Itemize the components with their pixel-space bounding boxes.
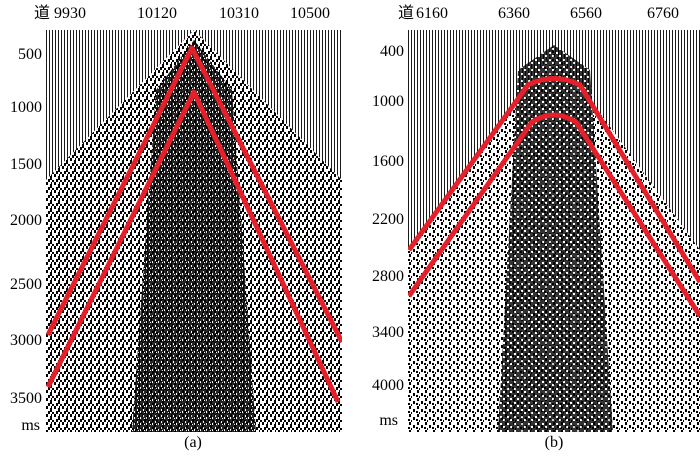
x-tick-label: 6760 — [647, 5, 679, 22]
event-curve-lower — [46, 89, 341, 404]
event-curve-upper — [408, 76, 700, 284]
y-tick-label: 2500 — [10, 276, 42, 293]
y-unit-label: ms — [379, 412, 398, 429]
event-curve-lower — [408, 112, 700, 318]
x-tick-label: 10500 — [290, 5, 330, 22]
trace-header-label: 道 — [398, 5, 415, 22]
y-tick-label: 1500 — [10, 156, 42, 173]
y-tick-label: 2800 — [372, 268, 404, 285]
panel-caption: (a) — [184, 434, 202, 451]
x-tick-label: 10310 — [219, 5, 259, 22]
trace-header-label: 道 — [34, 5, 51, 22]
seismic-gather-image — [46, 30, 342, 432]
x-tick-label: 9930 — [54, 5, 86, 22]
y-tick-label: 3000 — [10, 332, 42, 349]
y-tick-label: 2000 — [10, 212, 42, 229]
y-tick-label: 400 — [380, 43, 404, 60]
y-tick-label: 500 — [18, 46, 42, 63]
x-tick-label: 6360 — [498, 5, 530, 22]
y-unit-label: ms — [21, 417, 40, 434]
y-tick-label: 1000 — [372, 93, 404, 110]
y-tick-label: 2200 — [372, 211, 404, 228]
seismic-gather-image — [408, 30, 700, 432]
event-curve-upper — [46, 45, 342, 344]
panel-caption: (b) — [544, 434, 564, 451]
y-tick-label: 3400 — [372, 324, 404, 341]
y-tick-label: 3500 — [10, 390, 42, 407]
y-tick-label: 1000 — [10, 99, 42, 116]
x-tick-label: 6160 — [416, 5, 448, 22]
y-tick-label: 4000 — [372, 377, 404, 394]
x-tick-label: 10120 — [137, 5, 177, 22]
x-tick-label: 6560 — [570, 5, 602, 22]
y-tick-label: 1600 — [372, 153, 404, 170]
